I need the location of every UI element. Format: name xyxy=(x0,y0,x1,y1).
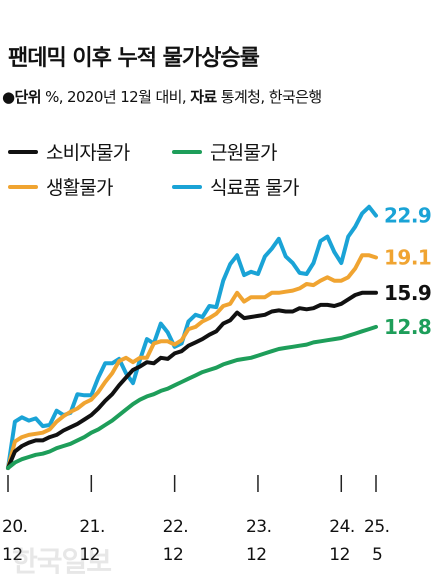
end-value-label-food: 22.9 xyxy=(384,204,431,228)
watermark-logo: 한국일보 xyxy=(12,545,112,578)
source-label: 자료 xyxy=(190,88,217,106)
end-value-label-core: 12.8 xyxy=(384,315,431,339)
legend-label-core: 근원물가 xyxy=(210,142,278,164)
x-tick-label-1-line1: 21. xyxy=(79,517,105,537)
legend-label-food: 식료품 물가 xyxy=(210,177,299,199)
x-tick-label-4-line1: 24. xyxy=(329,517,355,537)
x-tick-label-2-line2: 12 xyxy=(163,545,184,565)
end-value-label-cpi: 15.9 xyxy=(384,281,431,305)
series-line-core xyxy=(6,324,378,470)
chart-subtitle: ●단위 %, 2020년 12월 대비, 자료 통계청, 한국은행 xyxy=(2,86,322,107)
legend-swatch-food xyxy=(172,184,202,189)
chart-title: 팬데믹 이후 누적 물가상승률 xyxy=(8,46,260,71)
x-tick-label-3-line1: 23. xyxy=(246,517,272,537)
series-line-cpi xyxy=(6,290,378,470)
x-tick-label-2-line1: 22. xyxy=(163,517,189,537)
legend-swatch-cpi xyxy=(8,149,38,154)
x-tick-label-5-line1: 25. xyxy=(364,517,390,537)
x-tick-label-5-line2: 5 xyxy=(372,545,382,565)
end-value-label-living: 19.1 xyxy=(384,246,431,270)
unit-text: %, 2020년 12월 대비, xyxy=(45,88,187,106)
x-tick-label-0-line2: 12 xyxy=(2,545,23,565)
series-line-living xyxy=(6,253,378,470)
x-tick-label-4-line2: 12 xyxy=(329,545,350,565)
x-tick-label-0-line1: 20. xyxy=(2,517,28,537)
x-tick-label-1-line2: 12 xyxy=(79,545,100,565)
legend-swatch-living xyxy=(8,184,38,189)
legend-swatch-core xyxy=(172,149,202,154)
source-text: 통계청, 한국은행 xyxy=(220,88,322,106)
legend-item-cpi: 소비자물가 xyxy=(8,138,130,165)
legend-label-cpi: 소비자물가 xyxy=(46,142,130,164)
legend-item-food: 식료품 물가 xyxy=(172,173,299,200)
chart-legend: 소비자물가 근원물가 생활물가 식료품 물가 xyxy=(0,0,441,200)
legend-item-living: 생활물가 xyxy=(8,173,114,200)
x-tick-label-3-line2: 12 xyxy=(246,545,267,565)
legend-label-living: 생활물가 xyxy=(46,177,114,199)
legend-item-core: 근원물가 xyxy=(172,138,278,165)
unit-label: ●단위 xyxy=(2,88,41,106)
